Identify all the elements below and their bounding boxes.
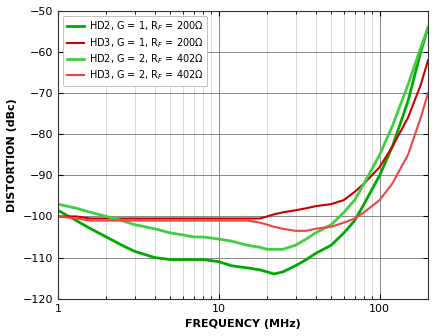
X-axis label: FREQUENCY (MHz): FREQUENCY (MHz) xyxy=(184,319,300,329)
Y-axis label: DISTORTION (dBc): DISTORTION (dBc) xyxy=(7,98,17,212)
Legend: HD2, G = 1, R$_F$ = 200Ω, HD3, G = 1, R$_F$ = 200Ω, HD2, G = 2, R$_F$ = 402Ω, HD: HD2, G = 1, R$_F$ = 200Ω, HD3, G = 1, R$… xyxy=(62,16,207,86)
